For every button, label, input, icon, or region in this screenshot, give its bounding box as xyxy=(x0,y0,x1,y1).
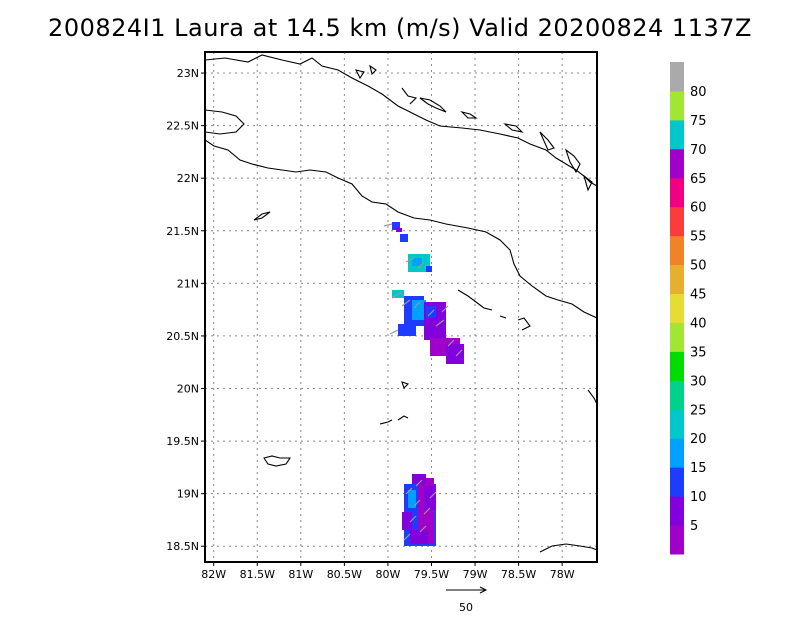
colorbar-segment xyxy=(670,148,684,179)
echo-cell-21-1n xyxy=(408,254,432,272)
cayo-2 xyxy=(499,315,507,319)
colorbar-label: 55 xyxy=(690,230,707,245)
jamaica-coast xyxy=(539,543,597,553)
cay-north-6 xyxy=(583,174,593,192)
colorbar-label: 45 xyxy=(690,288,707,303)
colorbar-segment xyxy=(670,90,684,121)
colorbar-label: 25 xyxy=(690,403,707,418)
cay-north-3 xyxy=(503,123,524,133)
cay-sal-bank xyxy=(205,109,245,135)
cuba-north-coast xyxy=(205,139,597,319)
colorbar-segment xyxy=(670,525,684,555)
colorbar-segment xyxy=(670,322,684,352)
andros-island xyxy=(401,87,418,105)
lat-tick-label: 19N xyxy=(177,488,199,501)
colorbar-segment xyxy=(670,409,684,439)
colorbar-segment xyxy=(670,206,684,237)
colorbar-segment xyxy=(670,235,684,266)
cay-north-2 xyxy=(460,110,478,119)
colorbar-segment xyxy=(670,380,684,410)
radar-echoes xyxy=(392,222,464,546)
colorbar-label: 20 xyxy=(690,432,707,447)
cayman-brac xyxy=(397,415,409,421)
lat-tick-label: 20.5N xyxy=(166,330,199,343)
lon-tick-label: 78W xyxy=(550,568,575,581)
wind-vectors xyxy=(383,223,463,541)
echo-cell-20-7n xyxy=(392,290,464,364)
lat-tick-label: 22.5N xyxy=(166,120,199,133)
lat-tick-label: 19.5N xyxy=(166,435,199,448)
colorbar-label: 30 xyxy=(690,374,707,389)
colorbar-label: 50 xyxy=(690,259,707,274)
lon-tick-label: 79.5W xyxy=(414,568,449,581)
colorbar-label: 10 xyxy=(690,490,707,505)
cayo-romano xyxy=(457,289,493,311)
cay-north-1 xyxy=(419,97,447,113)
colorbar-segment xyxy=(670,264,684,295)
reference-vector: 50 xyxy=(446,586,488,614)
colorbar-label: 40 xyxy=(690,316,707,331)
colorbar-segment xyxy=(670,467,684,497)
colorbar-segment xyxy=(670,177,684,208)
reference-arrow-head xyxy=(479,586,488,594)
lat-tick-label: 23N xyxy=(177,67,199,80)
colorbar: 5 10 15 20 25 30 35 40 45 50 55 60 65 70 75 80 xyxy=(670,62,707,555)
islet-20n xyxy=(401,381,410,390)
cayo-3 xyxy=(517,317,531,331)
colorbar-label: 5 xyxy=(690,519,698,534)
longitude-tick-labels: 82W 81.5W 81W 80.5W 80W 79.5W 79W 78.5W 78W xyxy=(201,562,575,581)
colorbar-segment xyxy=(670,62,684,92)
colorbar-label: 70 xyxy=(690,143,707,158)
map-gridlines xyxy=(205,52,597,562)
florida-keys-coast xyxy=(205,54,597,187)
little-cayman xyxy=(379,419,393,425)
lon-tick-label: 79W xyxy=(463,568,488,581)
map-frame xyxy=(204,51,598,563)
echo-cell-south xyxy=(402,474,436,546)
lon-tick-label: 80.5W xyxy=(327,568,362,581)
lon-tick-label: 78.5W xyxy=(501,568,536,581)
echo-cell-north xyxy=(392,222,408,242)
reference-vector-label: 50 xyxy=(459,601,473,614)
colorbar-segment xyxy=(670,496,684,526)
lon-tick-label: 81W xyxy=(288,568,313,581)
lat-tick-label: 20N xyxy=(177,382,199,395)
plot-title: 200824I1 Laura at 14.5 km (m/s) Valid 20… xyxy=(48,14,752,42)
colorbar-label: 15 xyxy=(690,461,707,476)
latitude-tick-labels: 23N 22.5N 22N 21.5N 21N 20.5N 20N 19.5N 19N 18.5N xyxy=(166,67,205,553)
colorbar-label: 35 xyxy=(690,345,707,360)
colorbar-segment xyxy=(670,293,684,323)
colorbar-segment xyxy=(670,119,684,150)
lat-tick-label: 21N xyxy=(177,277,199,290)
hispaniola-west xyxy=(587,389,597,405)
isle-islet-1 xyxy=(253,211,271,221)
grand-cayman xyxy=(263,455,292,467)
colorbar-label: 75 xyxy=(690,114,707,129)
cay-north-5 xyxy=(564,148,581,174)
lon-tick-label: 82W xyxy=(201,568,226,581)
lon-tick-label: 80W xyxy=(375,568,400,581)
cay-north-4 xyxy=(539,131,555,151)
lat-tick-label: 21.5N xyxy=(166,225,199,238)
coastlines xyxy=(205,54,597,553)
cay-north-8 xyxy=(369,64,377,76)
lat-tick-label: 22N xyxy=(177,172,199,185)
colorbar-label: 80 xyxy=(690,85,707,100)
colorbar-label: 60 xyxy=(690,201,707,216)
cay-north-7 xyxy=(354,69,365,80)
colorbar-segment xyxy=(670,351,684,381)
lat-tick-label: 18.5N xyxy=(166,540,199,553)
colorbar-label: 65 xyxy=(690,172,707,187)
lon-tick-label: 81.5W xyxy=(240,568,275,581)
colorbar-segment xyxy=(670,438,684,468)
